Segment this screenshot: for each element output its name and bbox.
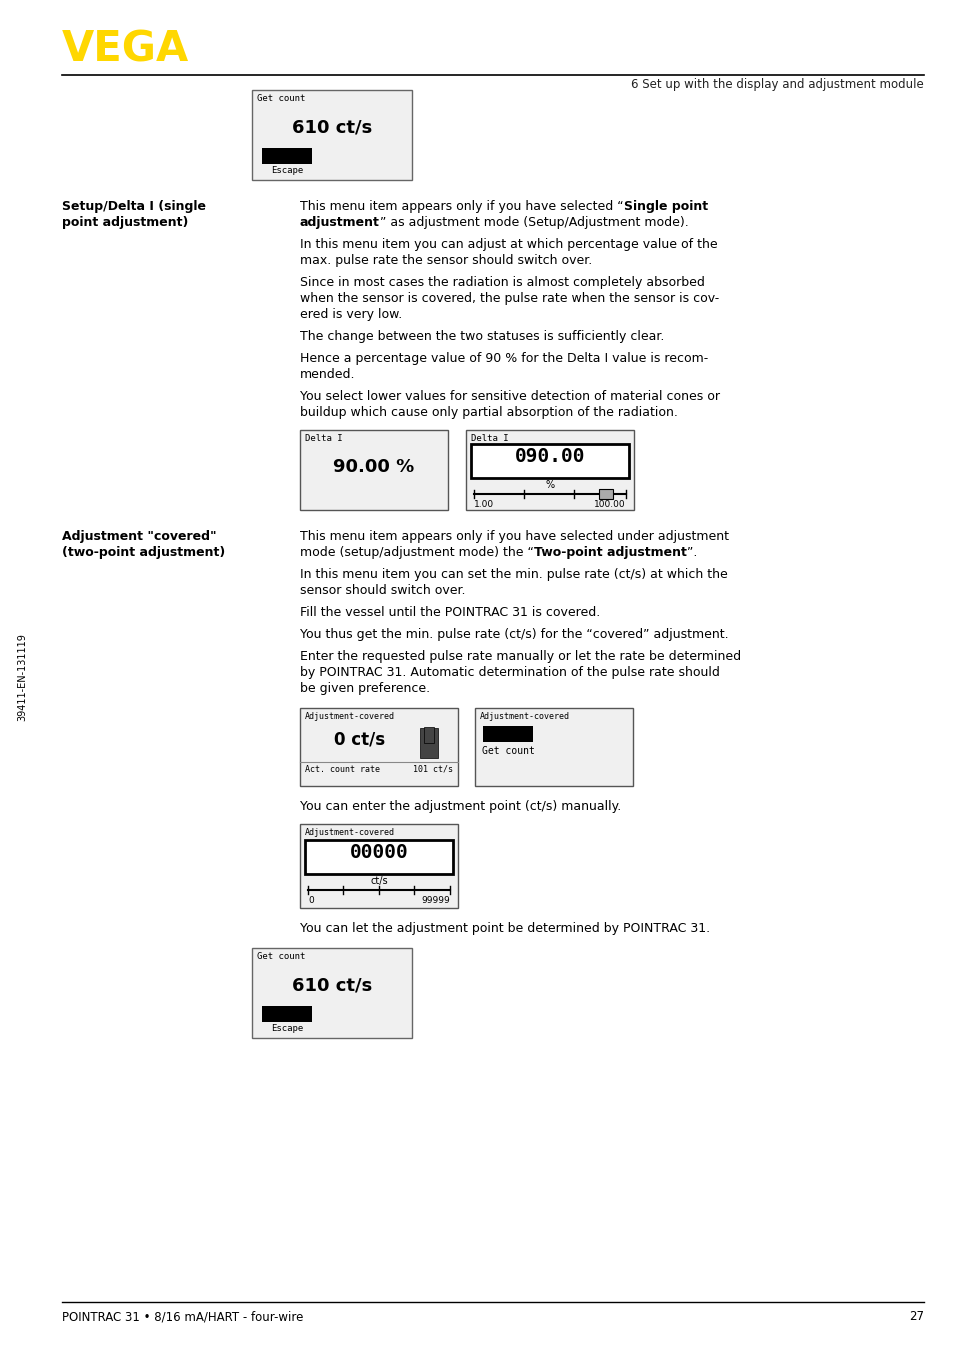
Text: Get count: Get count — [481, 746, 534, 756]
Text: You thus get the min. pulse rate (ct/s) for the “covered” adjustment.: You thus get the min. pulse rate (ct/s) … — [299, 628, 728, 640]
Text: Get count: Get count — [256, 952, 305, 961]
Bar — [262, 1006, 312, 1022]
Text: Hence a percentage value of 90 % for the Delta I value is recom-: Hence a percentage value of 90 % for the… — [299, 352, 707, 366]
Text: Adjustment-covered: Adjustment-covered — [479, 712, 569, 720]
Text: Adjustment-covered: Adjustment-covered — [305, 712, 395, 720]
Bar — [482, 726, 533, 742]
Bar — [471, 444, 628, 478]
Text: Delta I: Delta I — [305, 435, 342, 443]
Text: by POINTRAC 31. Automatic determination of the pulse rate should: by POINTRAC 31. Automatic determination … — [299, 666, 720, 678]
Text: 101 ct/s: 101 ct/s — [413, 765, 453, 774]
Text: (two-point adjustment): (two-point adjustment) — [62, 546, 225, 559]
Bar — [423, 727, 434, 743]
Text: 100.00: 100.00 — [594, 500, 625, 509]
Text: 0: 0 — [308, 896, 314, 904]
Text: max. pulse rate the sensor should switch over.: max. pulse rate the sensor should switch… — [299, 255, 592, 267]
Text: In this menu item you can set the min. pulse rate (ct/s) at which the: In this menu item you can set the min. p… — [299, 567, 727, 581]
Text: Enter the requested pulse rate manually or let the rate be determined: Enter the requested pulse rate manually … — [299, 650, 740, 663]
Text: VEGA: VEGA — [62, 28, 189, 70]
Text: Get count: Get count — [256, 93, 305, 103]
Text: The change between the two statuses is sufficiently clear.: The change between the two statuses is s… — [299, 330, 663, 343]
Text: You select lower values for sensitive detection of material cones or: You select lower values for sensitive de… — [299, 390, 720, 403]
Text: be given preference.: be given preference. — [299, 682, 430, 695]
Text: ”.: ”. — [686, 546, 697, 559]
Bar — [465, 431, 634, 510]
Bar — [598, 489, 613, 500]
Text: Adjustment "covered": Adjustment "covered" — [62, 529, 216, 543]
Text: This menu item appears only if you have selected “: This menu item appears only if you have … — [299, 200, 623, 213]
Text: Adjustment-covered: Adjustment-covered — [305, 829, 395, 837]
Text: Setup/Delta I (single: Setup/Delta I (single — [62, 200, 206, 213]
Bar — [252, 948, 412, 1039]
Text: mended.: mended. — [299, 368, 355, 380]
Bar — [305, 839, 453, 873]
Text: 090.00: 090.00 — [515, 447, 584, 466]
Bar — [252, 89, 412, 180]
Bar — [475, 708, 633, 787]
Text: buildup which cause only partial absorption of the radiation.: buildup which cause only partial absorpt… — [299, 406, 678, 418]
Text: 90.00 %: 90.00 % — [333, 458, 415, 477]
Text: Escape: Escape — [271, 167, 303, 175]
Text: 0 ct/s: 0 ct/s — [335, 730, 385, 747]
Text: 610 ct/s: 610 ct/s — [292, 976, 372, 994]
Text: 00000: 00000 — [349, 844, 408, 862]
Text: Since in most cases the radiation is almost completely absorbed: Since in most cases the radiation is alm… — [299, 276, 704, 288]
Text: ered is very low.: ered is very low. — [299, 307, 402, 321]
Bar — [299, 825, 457, 909]
Text: mode (setup/adjustment mode) the “: mode (setup/adjustment mode) the “ — [299, 546, 534, 559]
Text: Escape: Escape — [271, 1024, 303, 1033]
Text: adjustment: adjustment — [299, 217, 379, 229]
Text: POINTRAC 31 • 8/16 mA/HART - four-wire: POINTRAC 31 • 8/16 mA/HART - four-wire — [62, 1311, 303, 1323]
Bar — [299, 708, 457, 787]
Text: 6 Set up with the display and adjustment module: 6 Set up with the display and adjustment… — [631, 79, 923, 91]
Text: %: % — [545, 481, 554, 490]
Text: Act. count rate: Act. count rate — [305, 765, 379, 774]
Text: 27: 27 — [908, 1311, 923, 1323]
Text: when the sensor is covered, the pulse rate when the sensor is cov-: when the sensor is covered, the pulse ra… — [299, 292, 719, 305]
Text: Edit: Edit — [496, 728, 519, 738]
Text: 39411-EN-131119: 39411-EN-131119 — [17, 634, 27, 720]
Text: 99999: 99999 — [421, 896, 450, 904]
Text: ” as adjustment mode (Setup/Adjustment mode).: ” as adjustment mode (Setup/Adjustment m… — [379, 217, 688, 229]
Text: 1.00: 1.00 — [474, 500, 494, 509]
Text: You can let the adjustment point be determined by POINTRAC 31.: You can let the adjustment point be dete… — [299, 922, 709, 936]
Text: Delta I: Delta I — [471, 435, 508, 443]
Text: point adjustment): point adjustment) — [62, 217, 188, 229]
Bar — [419, 728, 437, 758]
Text: sensor should switch over.: sensor should switch over. — [299, 584, 465, 597]
Text: Accept: Accept — [271, 150, 303, 158]
Text: Single point: Single point — [623, 200, 707, 213]
Text: ct/s: ct/s — [370, 876, 388, 886]
Text: Accept: Accept — [271, 1007, 303, 1017]
Bar — [262, 148, 312, 164]
Text: This menu item appears only if you have selected under adjustment: This menu item appears only if you have … — [299, 529, 728, 543]
Text: In this menu item you can adjust at which percentage value of the: In this menu item you can adjust at whic… — [299, 238, 717, 250]
Bar — [598, 489, 613, 500]
Text: You can enter the adjustment point (ct/s) manually.: You can enter the adjustment point (ct/s… — [299, 800, 620, 812]
Text: Fill the vessel until the POINTRAC 31 is covered.: Fill the vessel until the POINTRAC 31 is… — [299, 607, 599, 619]
Text: Two-point adjustment: Two-point adjustment — [534, 546, 686, 559]
Text: 610 ct/s: 610 ct/s — [292, 118, 372, 135]
Bar — [299, 431, 448, 510]
